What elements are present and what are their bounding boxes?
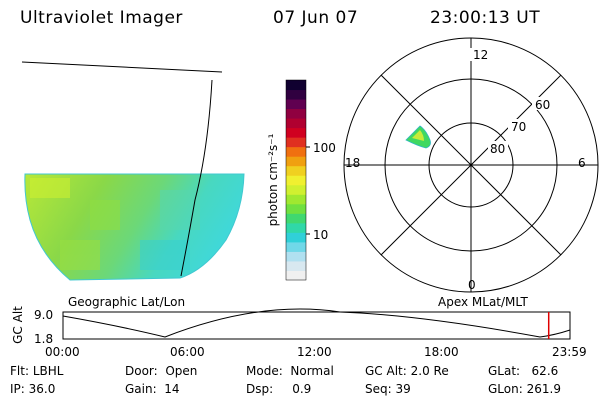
colorbar-segment (286, 213, 306, 224)
polar-aurora-patch (405, 125, 431, 149)
status-flt: Flt: LBHL (10, 364, 64, 378)
colorbar-segment (286, 251, 306, 262)
time-label: 23:00:13 UT (430, 8, 541, 28)
status-dsp-value: 0.9 (292, 382, 312, 396)
orbit-time-label-2: 12:00 (297, 345, 332, 359)
status-gcalt-value: 2.0 Re (410, 364, 449, 378)
status-door-value: Open (165, 364, 198, 378)
colorbar-segment (286, 175, 306, 186)
geographic-map (21, 61, 245, 281)
status-glon-value: 261.9 (526, 382, 561, 396)
polar-plot (343, 37, 599, 293)
colorbar-segment (286, 108, 306, 119)
polar-panel-label: Apex MLat/MLT (438, 295, 528, 309)
colorbar-label-10: 10 (313, 228, 329, 242)
lat-label-60: 60 (535, 98, 551, 112)
colorbar-segment (286, 80, 306, 91)
mlt-label-18: 18 (345, 156, 361, 170)
status-seq: Seq: 39 (365, 382, 411, 396)
mlt-label-0: 0 (468, 278, 476, 292)
colorbar-segment (286, 127, 306, 138)
colorbar-segment (286, 222, 306, 233)
status-mode: Mode: Normal (246, 364, 334, 378)
colorbar-segment (286, 118, 306, 129)
orbit-ylabel: GC Alt (11, 306, 25, 344)
orbit-ymin: 1.8 (34, 332, 54, 346)
status-gain-value: 14 (164, 382, 180, 396)
orbit-ymax: 9.0 (34, 308, 54, 322)
status-dsp: Dsp: 0.9 (246, 382, 312, 396)
colorbar (286, 80, 306, 281)
geographic-panel-label: Geographic Lat/Lon (68, 295, 186, 309)
colorbar-segment (286, 184, 306, 195)
status-seq-value: 39 (395, 382, 411, 396)
colorbar-segment (286, 137, 306, 148)
orbit-time-label-4: 23:59 (552, 345, 587, 359)
status-glon: GLon: 261.9 (488, 382, 561, 396)
status-door: Door: Open (125, 364, 198, 378)
colorbar-segment (286, 203, 306, 214)
colorbar-label-100: 100 (313, 141, 336, 155)
colorbar-segment (286, 165, 306, 176)
colorbar-unit-label: photon cm⁻²s⁻¹ (266, 133, 280, 227)
mlt-label-6: 6 (578, 156, 586, 170)
status-gcalt: GC Alt: 2.0 Re (365, 364, 449, 378)
status-glat: GLat: 62.6 (488, 364, 559, 378)
lat-label-70: 70 (511, 120, 527, 134)
colorbar-segment (286, 89, 306, 100)
orbit-plot (62, 308, 571, 340)
status-mode-value: Normal (290, 364, 334, 378)
status-flt-value: LBHL (32, 364, 64, 378)
instrument-title: Ultraviolet Imager (20, 8, 183, 28)
status-ip: IP: 36.0 (10, 382, 56, 396)
colorbar-segment (286, 260, 306, 271)
orbit-time-label-3: 18:00 (424, 345, 459, 359)
status-ip-value: 36.0 (28, 382, 56, 396)
colorbar-segment (286, 194, 306, 205)
colorbar-segment (286, 99, 306, 110)
colorbar-segment (286, 241, 306, 252)
lat-label-80: 80 (490, 142, 506, 156)
orbit-time-label-1: 06:00 (170, 345, 205, 359)
colorbar-segment (286, 156, 306, 167)
colorbar-frame (285, 79, 307, 281)
status-glat-value: 62.6 (531, 364, 559, 378)
date-label: 07 Jun 07 (273, 8, 359, 28)
colorbar-segment (286, 270, 306, 281)
orbit-time-label-0: 00:00 (45, 345, 80, 359)
status-gain: Gain: 14 (125, 382, 180, 396)
mlt-label-12: 12 (473, 48, 489, 62)
colorbar-segment (286, 146, 306, 157)
colorbar-segment (286, 232, 306, 243)
